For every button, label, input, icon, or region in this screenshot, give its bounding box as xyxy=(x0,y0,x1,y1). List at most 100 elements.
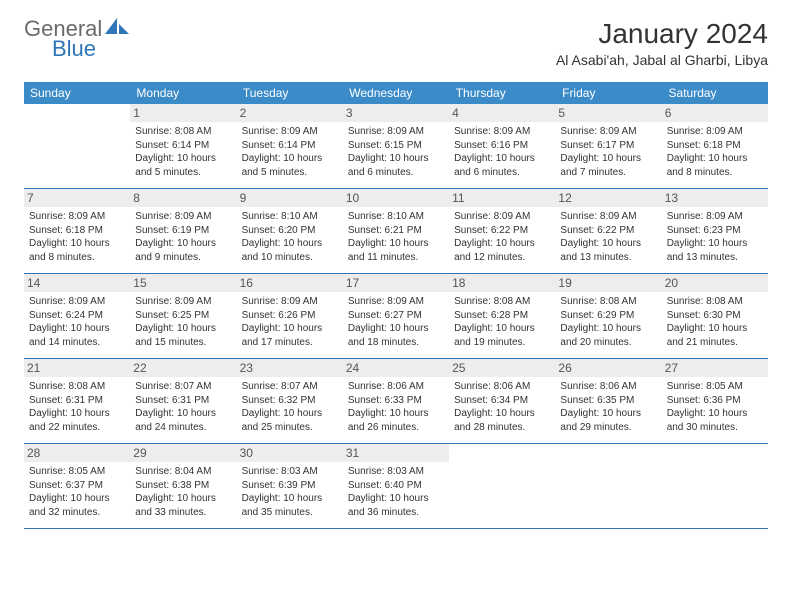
day-cell: 25Sunrise: 8:06 AMSunset: 6:34 PMDayligh… xyxy=(449,359,555,443)
day-info-line: and 14 minutes. xyxy=(29,336,125,350)
day-info-line: Daylight: 10 hours xyxy=(135,237,231,251)
day-info-line: Daylight: 10 hours xyxy=(135,407,231,421)
day-number: 13 xyxy=(662,189,768,207)
day-info-line: Daylight: 10 hours xyxy=(242,492,338,506)
day-info-line: and 9 minutes. xyxy=(135,251,231,265)
day-cell: 10 Sunrise: 8:10 AMSunset: 6:21 PMDayligh… xyxy=(343,189,449,273)
day-info-line: Daylight: 10 hours xyxy=(348,322,444,336)
day-info-line: Daylight: 10 hours xyxy=(454,322,550,336)
day-cell: 16Sunrise: 8:09 AMSunset: 6:26 PMDayligh… xyxy=(237,274,343,358)
day-cell: 13Sunrise: 8:09 AMSunset: 6:23 PMDayligh… xyxy=(662,189,768,273)
day-cell: 4Sunrise: 8:09 AMSunset: 6:16 PMDaylight… xyxy=(449,104,555,188)
day-info-line: Daylight: 10 hours xyxy=(135,492,231,506)
day-info-line: Sunset: 6:17 PM xyxy=(560,139,656,153)
day-cell: 1Sunrise: 8:08 AMSunset: 6:14 PMDaylight… xyxy=(130,104,236,188)
day-info-line: Sunrise: 8:10 AM xyxy=(348,210,444,224)
day-info-line: Sunset: 6:19 PM xyxy=(135,224,231,238)
week-row: 1Sunrise: 8:08 AMSunset: 6:14 PMDaylight… xyxy=(24,104,768,189)
day-info-line: Sunrise: 8:08 AM xyxy=(135,125,231,139)
day-info-line: Daylight: 10 hours xyxy=(29,237,125,251)
day-number: 7 xyxy=(24,189,130,207)
day-number: 30 xyxy=(237,444,343,462)
day-info-line: and 29 minutes. xyxy=(560,421,656,435)
day-info-line: Daylight: 10 hours xyxy=(667,237,763,251)
day-cell: 12Sunrise: 8:09 AMSunset: 6:22 PMDayligh… xyxy=(555,189,661,273)
day-number: 27 xyxy=(662,359,768,377)
day-info-line: Sunset: 6:32 PM xyxy=(242,394,338,408)
day-cell xyxy=(555,444,661,528)
day-number: 25 xyxy=(449,359,555,377)
day-info-line: Daylight: 10 hours xyxy=(454,237,550,251)
week-row: 21Sunrise: 8:08 AMSunset: 6:31 PMDayligh… xyxy=(24,359,768,444)
day-info-line: and 18 minutes. xyxy=(348,336,444,350)
day-number: 16 xyxy=(237,274,343,292)
day-info-line: Daylight: 10 hours xyxy=(348,237,444,251)
day-number: 20 xyxy=(662,274,768,292)
day-cell: 17Sunrise: 8:09 AMSunset: 6:27 PMDayligh… xyxy=(343,274,449,358)
month-title: January 2024 xyxy=(556,18,768,50)
day-info-line: Sunset: 6:31 PM xyxy=(135,394,231,408)
day-cell: 21Sunrise: 8:08 AMSunset: 6:31 PMDayligh… xyxy=(24,359,130,443)
day-cell: 30 Sunrise: 8:03 AMSunset: 6:39 PMDayligh… xyxy=(237,444,343,528)
day-info-line: and 22 minutes. xyxy=(29,421,125,435)
logo-sail-icon xyxy=(105,18,129,40)
day-info-line: Sunset: 6:36 PM xyxy=(667,394,763,408)
day-number: 18 xyxy=(449,274,555,292)
day-cell: 5Sunrise: 8:09 AMSunset: 6:17 PMDaylight… xyxy=(555,104,661,188)
day-info-line: Sunrise: 8:09 AM xyxy=(135,210,231,224)
day-info-line: Sunrise: 8:08 AM xyxy=(29,380,125,394)
weekday-thursday: Thursday xyxy=(450,82,556,104)
day-info-line: Sunset: 6:26 PM xyxy=(242,309,338,323)
week-row: 7Sunrise: 8:09 AMSunset: 6:18 PMDaylight… xyxy=(24,189,768,274)
day-cell: 7Sunrise: 8:09 AMSunset: 6:18 PMDaylight… xyxy=(24,189,130,273)
day-info-line: Sunset: 6:35 PM xyxy=(560,394,656,408)
day-info-line: Sunset: 6:16 PM xyxy=(454,139,550,153)
day-info-line: and 21 minutes. xyxy=(667,336,763,350)
day-info-line: and 19 minutes. xyxy=(454,336,550,350)
day-info-line: Sunset: 6:39 PM xyxy=(242,479,338,493)
day-cell: 8 Sunrise: 8:09 AMSunset: 6:19 PMDaylight… xyxy=(130,189,236,273)
day-info-line: Sunset: 6:18 PM xyxy=(667,139,763,153)
day-cell: 31Sunrise: 8:03 AMSunset: 6:40 PMDayligh… xyxy=(343,444,449,528)
day-info-line: Sunset: 6:15 PM xyxy=(348,139,444,153)
day-info-line: Daylight: 10 hours xyxy=(348,492,444,506)
day-number: 12 xyxy=(555,189,661,207)
day-number: 3 xyxy=(343,104,449,122)
day-number: 23 xyxy=(237,359,343,377)
day-number: 1 xyxy=(130,104,236,122)
day-info-line: Sunrise: 8:09 AM xyxy=(560,210,656,224)
day-cell: 14Sunrise: 8:09 AMSunset: 6:24 PMDayligh… xyxy=(24,274,130,358)
day-info-line: and 13 minutes. xyxy=(667,251,763,265)
day-cell: 11Sunrise: 8:09 AMSunset: 6:22 PMDayligh… xyxy=(449,189,555,273)
day-info-line: Sunrise: 8:08 AM xyxy=(667,295,763,309)
day-info-line: and 28 minutes. xyxy=(454,421,550,435)
day-info-line: Sunrise: 8:09 AM xyxy=(454,125,550,139)
day-info-line: Sunrise: 8:03 AM xyxy=(242,465,338,479)
day-info-line: Daylight: 10 hours xyxy=(667,407,763,421)
day-cell: 9Sunrise: 8:10 AMSunset: 6:20 PMDaylight… xyxy=(237,189,343,273)
day-cell: 2Sunrise: 8:09 AMSunset: 6:14 PMDaylight… xyxy=(237,104,343,188)
day-info-line: Sunset: 6:28 PM xyxy=(454,309,550,323)
calendar: SundayMondayTuesdayWednesdayThursdayFrid… xyxy=(24,82,768,529)
day-number: 8 xyxy=(130,189,236,207)
logo: GeneralBlue xyxy=(24,18,129,60)
day-info-line: Sunrise: 8:09 AM xyxy=(242,295,338,309)
day-info-line: Daylight: 10 hours xyxy=(454,407,550,421)
day-info-line: Sunrise: 8:09 AM xyxy=(29,295,125,309)
day-info-line: Sunrise: 8:09 AM xyxy=(135,295,231,309)
day-info-line: Sunrise: 8:08 AM xyxy=(560,295,656,309)
day-number: 22 xyxy=(130,359,236,377)
day-info-line: Sunset: 6:31 PM xyxy=(29,394,125,408)
day-info-line: Sunrise: 8:03 AM xyxy=(348,465,444,479)
day-info-line: Sunrise: 8:05 AM xyxy=(29,465,125,479)
day-number: 10 xyxy=(343,189,449,207)
day-info-line: and 15 minutes. xyxy=(135,336,231,350)
day-info-line: Sunset: 6:33 PM xyxy=(348,394,444,408)
logo-text-blue: Blue xyxy=(52,38,129,60)
day-info-line: Sunset: 6:21 PM xyxy=(348,224,444,238)
day-cell: 23Sunrise: 8:07 AMSunset: 6:32 PMDayligh… xyxy=(237,359,343,443)
day-info-line: and 25 minutes. xyxy=(242,421,338,435)
day-info-line: and 6 minutes. xyxy=(454,166,550,180)
day-info-line: and 6 minutes. xyxy=(348,166,444,180)
day-number: 26 xyxy=(555,359,661,377)
